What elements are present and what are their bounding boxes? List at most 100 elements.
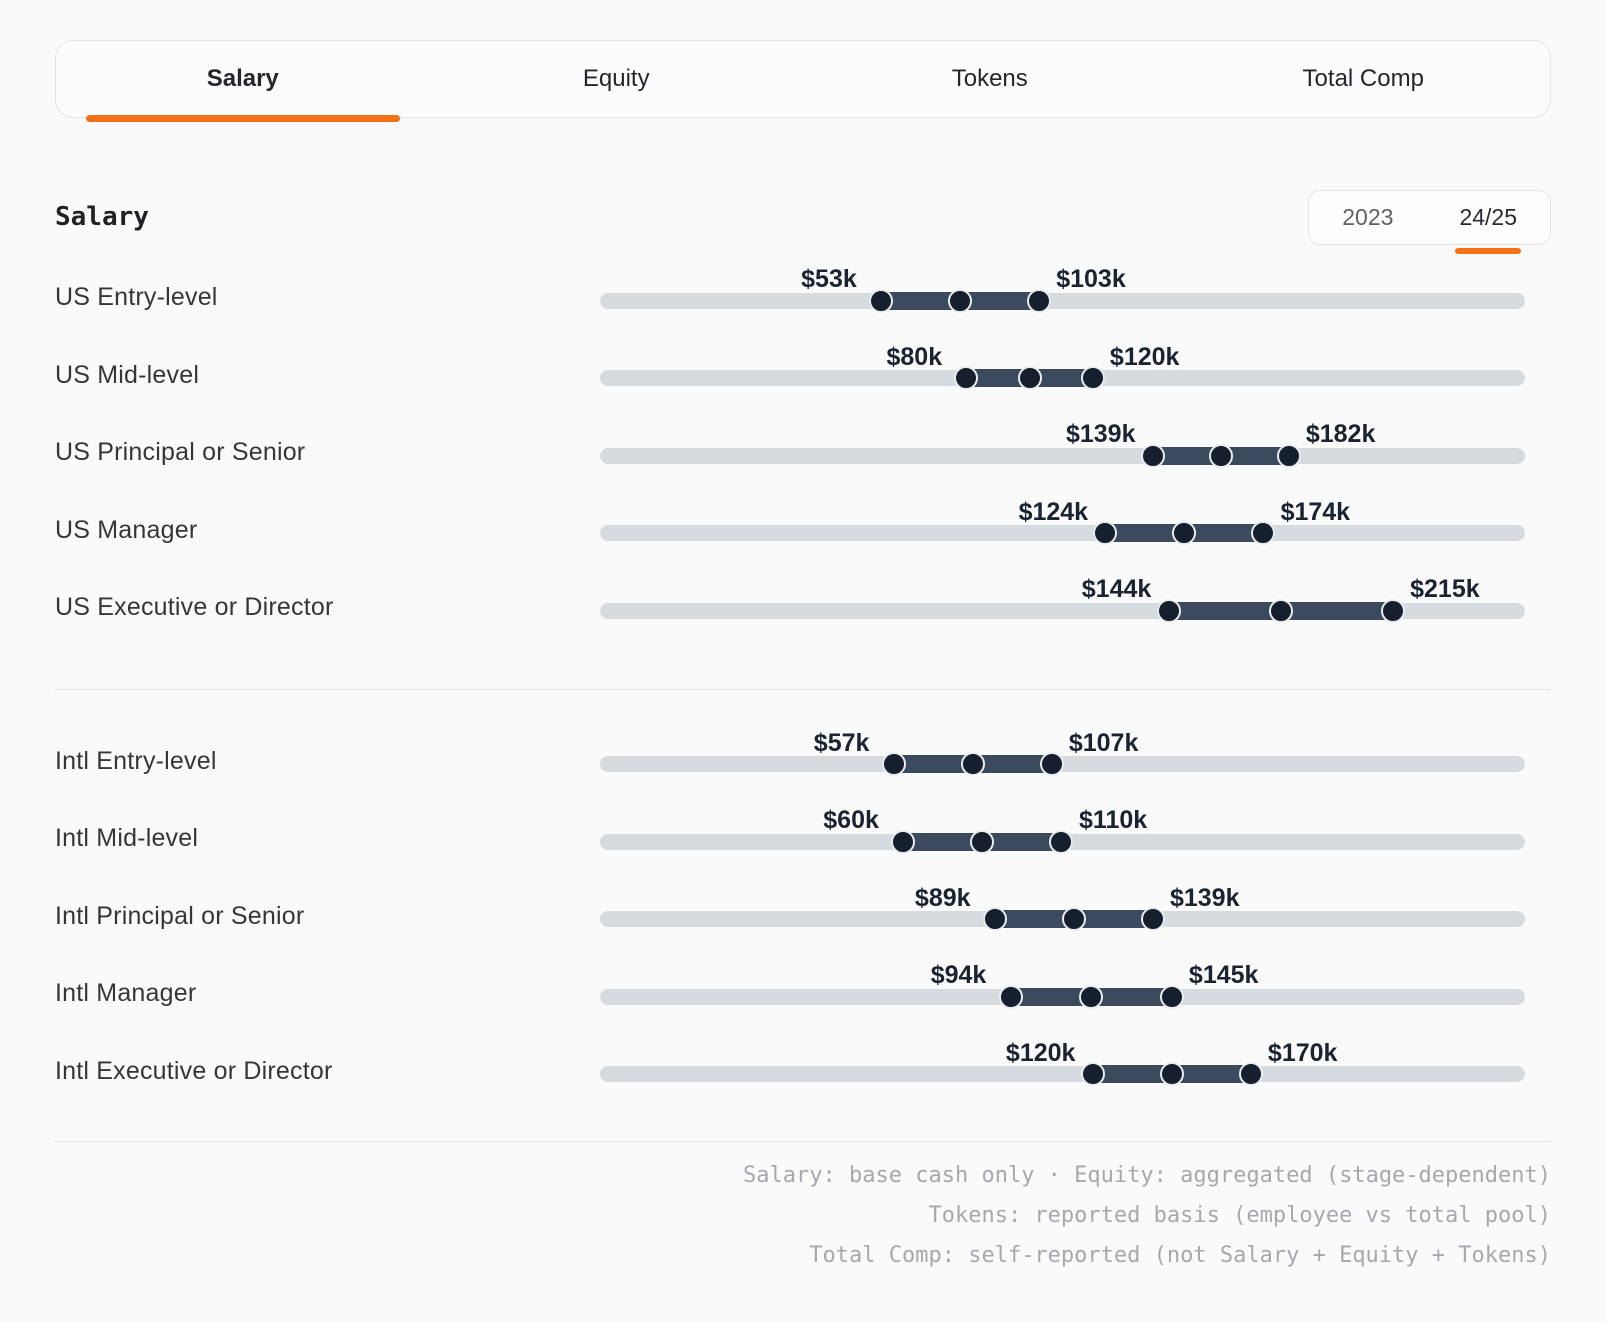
- row-label: Intl Principal or Senior: [55, 901, 305, 930]
- salary-row: US Principal or Senior $139k $182k: [55, 417, 1551, 495]
- salary-row: US Entry-level $53k $103k: [55, 262, 1551, 340]
- slider-handle-min[interactable]: [1080, 1062, 1105, 1087]
- min-value-label: $120k: [1005, 1038, 1076, 1067]
- footnote: Total Comp: self-reported (not Salary + …: [809, 1243, 1551, 1268]
- slider-handle-min[interactable]: [868, 288, 893, 313]
- min-value-label: $124k: [1018, 497, 1089, 526]
- slider-handle-median[interactable]: [1061, 907, 1086, 932]
- slider-handle-min[interactable]: [1140, 443, 1165, 468]
- range-slider: $124k $174k: [600, 495, 1525, 573]
- slider-handle-median[interactable]: [1159, 1062, 1184, 1087]
- tab-equity-label: Equity: [582, 65, 650, 92]
- slider-handle-median[interactable]: [960, 752, 985, 777]
- min-value-label: $144k: [1081, 575, 1152, 603]
- slider-track[interactable]: [600, 1066, 1525, 1083]
- max-value-label: $139k: [1169, 883, 1240, 912]
- tab-tokens[interactable]: Tokens: [803, 41, 1177, 117]
- max-value-label: $215k: [1410, 575, 1480, 603]
- row-label: Intl Entry-level: [55, 746, 217, 775]
- year-toggle: 2023 24/25: [1308, 189, 1551, 254]
- slider-handle-min[interactable]: [954, 366, 979, 391]
- row-label: US Mid-level: [55, 360, 200, 389]
- page-title: Salary: [55, 202, 149, 232]
- salary-row: US Manager $124k $174k: [55, 495, 1551, 573]
- min-value-label: $53k: [801, 265, 857, 293]
- active-year-indicator: [1455, 247, 1521, 254]
- slider-handle-median[interactable]: [1208, 443, 1233, 468]
- year-option-24-25[interactable]: 24/25: [1426, 191, 1550, 244]
- range-slider: $89k $139k: [600, 881, 1525, 959]
- row-label: Intl Executive or Director: [55, 1056, 333, 1085]
- max-value-label: $170k: [1267, 1038, 1338, 1067]
- slider-handle-max[interactable]: [1251, 521, 1276, 546]
- slider-track[interactable]: [600, 292, 1525, 309]
- tab-total-comp[interactable]: Total Comp: [1177, 41, 1551, 117]
- salary-row: Intl Mid-level $60k $110k: [55, 803, 1551, 881]
- range-slider: $53k $103k: [600, 262, 1525, 340]
- max-value-label: $120k: [1109, 342, 1180, 371]
- range-slider: $80k $120k: [600, 340, 1525, 418]
- row-label: Intl Manager: [55, 979, 197, 1008]
- slider-track[interactable]: [600, 525, 1525, 542]
- tab-salary[interactable]: Salary: [56, 41, 430, 122]
- row-label: Intl Mid-level: [55, 824, 199, 853]
- tab-equity[interactable]: Equity: [430, 41, 804, 117]
- slider-handle-min[interactable]: [1156, 598, 1181, 623]
- range-slider: $144k $215k: [600, 572, 1525, 650]
- range-slider: $94k $145k: [600, 958, 1525, 1036]
- slider-handle-max[interactable]: [1080, 366, 1105, 391]
- max-value-label: $145k: [1188, 961, 1259, 989]
- us-salary-rows: US Entry-level $53k $103k US Mid-level $…: [55, 262, 1551, 650]
- row-label: US Executive or Director: [55, 593, 334, 622]
- slider-handle-max[interactable]: [1159, 984, 1184, 1009]
- range-slider: $57k $107k: [600, 726, 1525, 804]
- tab-total-comp-label: Total Comp: [1302, 65, 1424, 92]
- slider-handle-median[interactable]: [1172, 521, 1197, 546]
- slider-handle-median[interactable]: [1268, 598, 1293, 623]
- slider-handle-max[interactable]: [1049, 829, 1074, 854]
- slider-handle-median[interactable]: [947, 288, 972, 313]
- salary-row: US Executive or Director $144k $215k: [55, 572, 1551, 650]
- slider-handle-max[interactable]: [1140, 907, 1165, 932]
- salary-row: Intl Executive or Director $120k $170k: [55, 1036, 1551, 1114]
- footnote: Salary: base cash only · Equity: aggrega…: [743, 1163, 1551, 1188]
- slider-handle-min[interactable]: [1093, 521, 1118, 546]
- slider-handle-max[interactable]: [1380, 598, 1405, 623]
- max-value-label: $103k: [1056, 265, 1126, 293]
- slider-track[interactable]: [600, 447, 1525, 464]
- footnotes: Salary: base cash only · Equity: aggrega…: [55, 1156, 1551, 1276]
- year-option-2023[interactable]: 2023: [1309, 191, 1426, 244]
- section-header: Salary 2023 24/25: [55, 188, 1551, 254]
- slider-handle-max[interactable]: [1026, 288, 1051, 313]
- range-slider: $139k $182k: [600, 417, 1525, 495]
- salary-row: US Mid-level $80k $120k: [55, 340, 1551, 418]
- range-slider: $120k $170k: [600, 1036, 1525, 1114]
- slider-handle-median[interactable]: [1017, 366, 1042, 391]
- min-value-label: $89k: [914, 883, 971, 912]
- min-value-label: $57k: [813, 728, 870, 757]
- min-value-label: $139k: [1065, 420, 1136, 448]
- active-tab-indicator: [85, 115, 400, 122]
- max-value-label: $182k: [1305, 420, 1376, 448]
- slider-handle-max[interactable]: [1238, 1062, 1263, 1087]
- slider-handle-min[interactable]: [998, 984, 1023, 1009]
- tab-salary-label: Salary: [206, 65, 279, 92]
- slider-handle-median[interactable]: [1079, 984, 1104, 1009]
- slider-handle-min[interactable]: [891, 829, 916, 854]
- intl-salary-rows: Intl Entry-level $57k $107k Intl Mid-lev…: [55, 726, 1551, 1114]
- slider-handle-max[interactable]: [1276, 443, 1301, 468]
- slider-handle-max[interactable]: [1039, 752, 1064, 777]
- slider-handle-min[interactable]: [881, 752, 906, 777]
- row-label: US Entry-level: [55, 283, 218, 312]
- slider-handle-min[interactable]: [982, 907, 1007, 932]
- min-value-label: $94k: [930, 961, 987, 989]
- min-value-label: $80k: [886, 342, 943, 371]
- range-slider: $60k $110k: [600, 803, 1525, 881]
- max-value-label: $110k: [1079, 806, 1148, 834]
- min-value-label: $60k: [823, 806, 879, 834]
- salary-row: Intl Manager $94k $145k: [55, 958, 1551, 1036]
- max-value-label: $174k: [1280, 497, 1351, 526]
- footnote: Tokens: reported basis (employee vs tota…: [928, 1203, 1551, 1228]
- row-label: US Principal or Senior: [55, 438, 306, 467]
- slider-handle-median[interactable]: [970, 829, 995, 854]
